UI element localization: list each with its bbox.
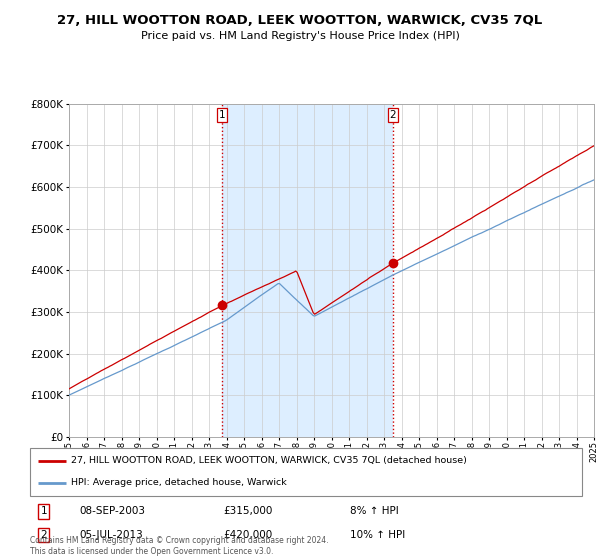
Text: HPI: Average price, detached house, Warwick: HPI: Average price, detached house, Warw… — [71, 478, 287, 487]
Text: Contains HM Land Registry data © Crown copyright and database right 2024.
This d: Contains HM Land Registry data © Crown c… — [30, 536, 329, 556]
Text: 2: 2 — [40, 530, 47, 540]
FancyBboxPatch shape — [30, 448, 582, 496]
Text: 1: 1 — [40, 506, 47, 516]
Text: 2: 2 — [389, 110, 396, 120]
Text: 27, HILL WOOTTON ROAD, LEEK WOOTTON, WARWICK, CV35 7QL (detached house): 27, HILL WOOTTON ROAD, LEEK WOOTTON, WAR… — [71, 456, 467, 465]
Text: 10% ↑ HPI: 10% ↑ HPI — [350, 530, 406, 540]
Bar — [222, 104, 393, 437]
Text: 1: 1 — [219, 110, 226, 120]
Text: £420,000: £420,000 — [223, 530, 272, 540]
Text: £315,000: £315,000 — [223, 506, 272, 516]
Text: 8% ↑ HPI: 8% ↑ HPI — [350, 506, 399, 516]
Text: Price paid vs. HM Land Registry's House Price Index (HPI): Price paid vs. HM Land Registry's House … — [140, 31, 460, 41]
Text: 27, HILL WOOTTON ROAD, LEEK WOOTTON, WARWICK, CV35 7QL: 27, HILL WOOTTON ROAD, LEEK WOOTTON, WAR… — [58, 14, 542, 27]
Text: 05-JUL-2013: 05-JUL-2013 — [80, 530, 143, 540]
Text: 08-SEP-2003: 08-SEP-2003 — [80, 506, 146, 516]
